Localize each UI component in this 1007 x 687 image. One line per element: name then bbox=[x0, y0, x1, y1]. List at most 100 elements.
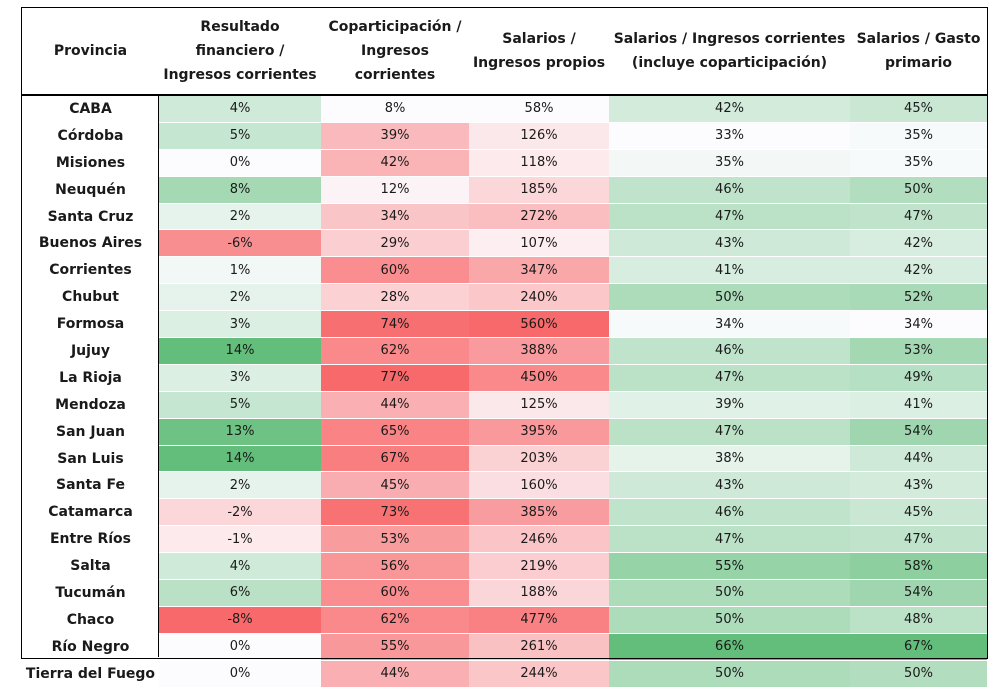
table-row: Buenos Aires -6% 29% 107% 43% 42% bbox=[22, 229, 987, 257]
heatmap-cell: 34% bbox=[321, 202, 469, 230]
header-salarios-gasto-primario: Salarios / Gasto primario bbox=[850, 8, 987, 95]
province-name: Corrientes bbox=[22, 256, 159, 284]
heatmap-cell: 73% bbox=[321, 498, 469, 526]
heatmap-cell: 6% bbox=[159, 579, 321, 607]
heatmap-cell: 43% bbox=[850, 471, 987, 499]
heatmap-cell: 34% bbox=[850, 310, 987, 338]
heatmap-cell: 54% bbox=[850, 417, 987, 446]
province-name: Salta bbox=[22, 552, 159, 580]
table-row: Neuquén 8% 12% 185% 46% 50% bbox=[22, 175, 987, 204]
heatmap-cell: 46% bbox=[609, 337, 850, 365]
heatmap-cell: 347% bbox=[469, 256, 609, 284]
heatmap-cell: 38% bbox=[609, 444, 850, 472]
province-name: San Luis bbox=[22, 444, 159, 472]
heatmap-cell: 5% bbox=[159, 390, 321, 419]
table-row: Jujuy 14% 62% 388% 46% 53% bbox=[22, 337, 987, 365]
heatmap-cell: 118% bbox=[469, 148, 609, 177]
heatmap-cell: 185% bbox=[469, 175, 609, 204]
province-name: Neuquén bbox=[22, 175, 159, 204]
heatmap-cell: 44% bbox=[321, 390, 469, 419]
heatmap-cell: 33% bbox=[609, 121, 850, 150]
data-table: Provincia Resultado financiero / Ingreso… bbox=[22, 8, 987, 687]
table-row: Salta 4% 56% 219% 55% 58% bbox=[22, 552, 987, 580]
heatmap-cell: 43% bbox=[609, 229, 850, 257]
heatmap-cell: 261% bbox=[469, 632, 609, 661]
heatmap-cell: 58% bbox=[469, 94, 609, 123]
heatmap-cell: 477% bbox=[469, 605, 609, 634]
heatmap-cell: 35% bbox=[609, 148, 850, 177]
province-name: Río Negro bbox=[22, 632, 159, 661]
heatmap-cell: 42% bbox=[321, 148, 469, 177]
header-row: Provincia Resultado financiero / Ingreso… bbox=[22, 8, 987, 95]
heatmap-cell: 28% bbox=[321, 283, 469, 311]
table-row: Santa Fe 2% 45% 160% 43% 43% bbox=[22, 471, 987, 499]
heatmap-cell: 58% bbox=[850, 552, 987, 580]
province-name: La Rioja bbox=[22, 363, 159, 392]
heatmap-cell: 450% bbox=[469, 363, 609, 392]
heatmap-cell: 14% bbox=[159, 444, 321, 472]
heatmap-cell: 35% bbox=[850, 148, 987, 177]
heatmap-cell: 240% bbox=[469, 283, 609, 311]
province-name: Tierra del Fuego bbox=[22, 659, 159, 687]
heatmap-cell: 62% bbox=[321, 337, 469, 365]
heatmap-cell: 4% bbox=[159, 552, 321, 580]
table-row: Santa Cruz 2% 34% 272% 47% 47% bbox=[22, 202, 987, 230]
heatmap-cell: 188% bbox=[469, 579, 609, 607]
heatmap-cell: 0% bbox=[159, 659, 321, 687]
heatmap-cell: 395% bbox=[469, 417, 609, 446]
heatmap-cell: 65% bbox=[321, 417, 469, 446]
province-name: CABA bbox=[22, 94, 159, 123]
heatmap-cell: 50% bbox=[609, 579, 850, 607]
heatmap-cell: 52% bbox=[850, 283, 987, 311]
table-row: Chubut 2% 28% 240% 50% 52% bbox=[22, 283, 987, 311]
heatmap-cell: -1% bbox=[159, 525, 321, 553]
heatmap-cell: 5% bbox=[159, 121, 321, 150]
heatmap-cell: 49% bbox=[850, 363, 987, 392]
heatmap-cell: 55% bbox=[609, 552, 850, 580]
heatmap-cell: -6% bbox=[159, 229, 321, 257]
heatmap-cell: 45% bbox=[850, 498, 987, 526]
heatmap-cell: 13% bbox=[159, 417, 321, 446]
heatmap-cell: 45% bbox=[850, 94, 987, 123]
heatmap-cell: 56% bbox=[321, 552, 469, 580]
heatmap-cell: 48% bbox=[850, 605, 987, 634]
heatmap-cell: 41% bbox=[850, 390, 987, 419]
province-name: Entre Ríos bbox=[22, 525, 159, 553]
heatmap-cell: 388% bbox=[469, 337, 609, 365]
heatmap-cell: 62% bbox=[321, 605, 469, 634]
heatmap-cell: 46% bbox=[609, 175, 850, 204]
heatmap-cell: 29% bbox=[321, 229, 469, 257]
heatmap-cell: 66% bbox=[609, 632, 850, 661]
table-row: Formosa 3% 74% 560% 34% 34% bbox=[22, 310, 987, 338]
heatmap-cell: 107% bbox=[469, 229, 609, 257]
heatmap-cell: 560% bbox=[469, 310, 609, 338]
table-row: San Juan 13% 65% 395% 47% 54% bbox=[22, 417, 987, 446]
heatmap-cell: 47% bbox=[609, 202, 850, 230]
province-name: Santa Fe bbox=[22, 471, 159, 499]
heatmap-cell: 50% bbox=[609, 605, 850, 634]
table-row: CABA 4% 8% 58% 42% 45% bbox=[22, 94, 987, 123]
province-name: Santa Cruz bbox=[22, 202, 159, 230]
heatmap-cell: 60% bbox=[321, 256, 469, 284]
heatmap-cell: 4% bbox=[159, 94, 321, 123]
heatmap-cell: 50% bbox=[609, 659, 850, 687]
province-name: Chaco bbox=[22, 605, 159, 634]
heatmap-cell: 125% bbox=[469, 390, 609, 419]
heatmap-cell: 3% bbox=[159, 363, 321, 392]
heatmap-cell: 47% bbox=[850, 202, 987, 230]
heatmap-cell: 50% bbox=[850, 659, 987, 687]
header-resultado-financiero: Resultado financiero / Ingresos corrient… bbox=[159, 8, 321, 95]
heatmap-cell: 2% bbox=[159, 283, 321, 311]
heatmap-cell: 41% bbox=[609, 256, 850, 284]
heatmap-cell: 42% bbox=[609, 94, 850, 123]
province-name: Mendoza bbox=[22, 390, 159, 419]
province-name: Chubut bbox=[22, 283, 159, 311]
heatmap-cell: 46% bbox=[609, 498, 850, 526]
table-row: Tierra del Fuego 0% 44% 244% 50% 50% bbox=[22, 659, 987, 687]
table-row: Mendoza 5% 44% 125% 39% 41% bbox=[22, 390, 987, 419]
heatmap-cell: 219% bbox=[469, 552, 609, 580]
heatmap-cell: 77% bbox=[321, 363, 469, 392]
heatmap-cell: 203% bbox=[469, 444, 609, 472]
table-row: Misiones 0% 42% 118% 35% 35% bbox=[22, 148, 987, 177]
province-name: Formosa bbox=[22, 310, 159, 338]
